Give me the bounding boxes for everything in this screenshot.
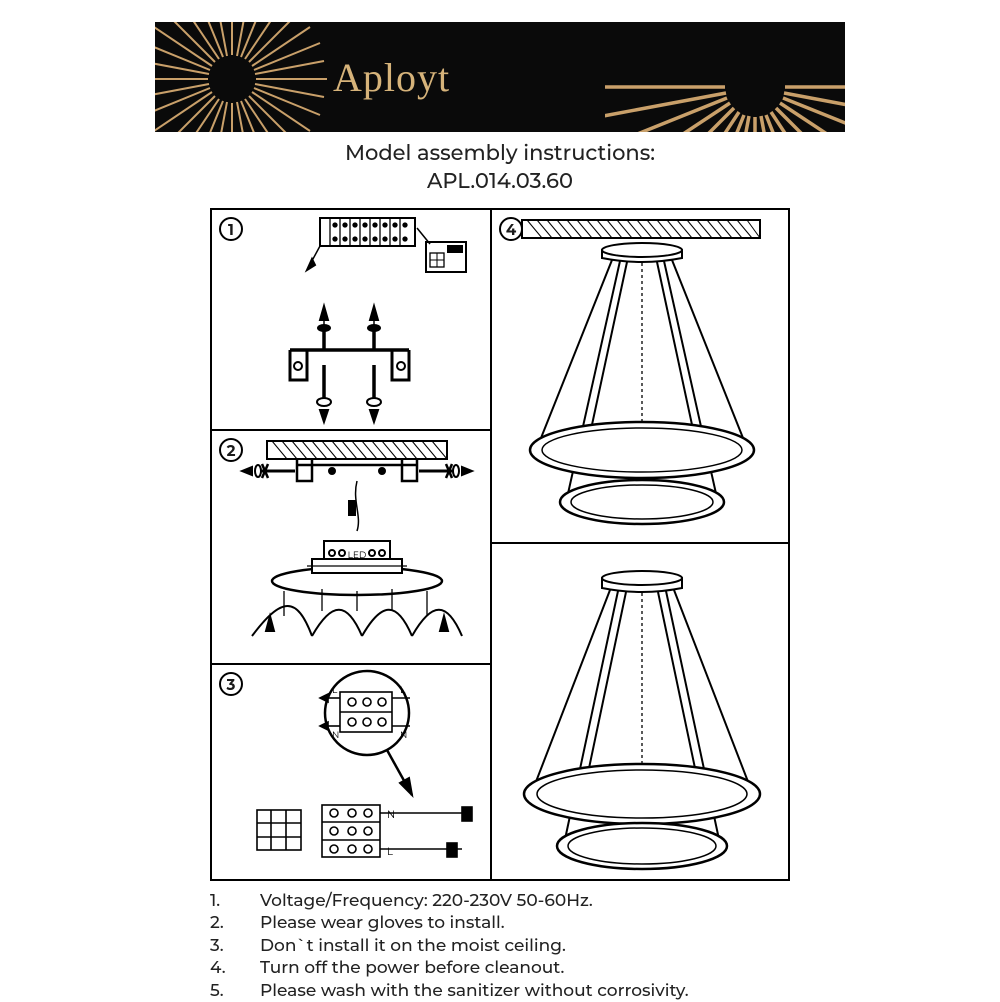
sunburst-left-icon (155, 22, 327, 132)
brand-text: Aployt (333, 54, 450, 101)
note-num: 4. (210, 957, 240, 979)
note-row: 5.Please wash with the sanitizer without… (210, 980, 800, 1002)
note-row: 2.Please wear gloves to install. (210, 912, 800, 934)
notes-list: 1.Voltage/Frequency: 220-230V 50-60Hz. 2… (210, 890, 800, 1002)
sunburst-right-icon (605, 22, 845, 132)
svg-text:N: N (387, 808, 395, 821)
note-row: 1.Voltage/Frequency: 220-230V 50-60Hz. (210, 890, 800, 912)
note-text: Please wash with the sanitizer without c… (240, 980, 800, 1002)
title-block: Model assembly instructions: APL.014.03.… (0, 140, 1000, 197)
step-1-illustration (212, 210, 490, 429)
step-4-panel: 4 (492, 210, 788, 542)
svg-text:N: N (400, 730, 407, 741)
title-line2: APL.014.03.60 (0, 168, 1000, 196)
step-3-illustration: L N L N (212, 665, 490, 879)
assembly-diagram: 1 (210, 208, 790, 881)
svg-text:L: L (400, 685, 406, 696)
note-text: Voltage/Frequency: 220-230V 50-60Hz. (240, 890, 800, 912)
svg-text:L: L (332, 685, 338, 696)
title-line1: Model assembly instructions: (0, 140, 1000, 168)
final-illustration (492, 544, 788, 879)
note-num: 3. (210, 935, 240, 957)
step-3-panel: 3 (212, 663, 490, 879)
svg-text:N: N (332, 730, 339, 741)
note-row: 3.Don`t install it on the moist ceiling. (210, 935, 800, 957)
step-4-illustration (492, 210, 788, 542)
note-row: 4.Turn off the power before cleanout. (210, 957, 800, 979)
page: Aployt (0, 0, 1000, 1000)
note-text: Please wear gloves to install. (240, 912, 800, 934)
note-num: 1. (210, 890, 240, 912)
svg-text:L: L (387, 845, 393, 858)
step-1-panel: 1 (212, 210, 490, 429)
brand-name: Aployt (333, 22, 450, 132)
note-text: Turn off the power before cleanout. (240, 957, 800, 979)
note-num: 5. (210, 980, 240, 1002)
step-2-illustration: LED (212, 431, 490, 663)
led-driver-label: LED (348, 550, 367, 561)
step-2-panel: 2 (212, 429, 490, 663)
note-text: Don`t install it on the moist ceiling. (240, 935, 800, 957)
note-num: 2. (210, 912, 240, 934)
brand-header: Aployt (155, 22, 845, 132)
final-result-panel (492, 542, 788, 879)
